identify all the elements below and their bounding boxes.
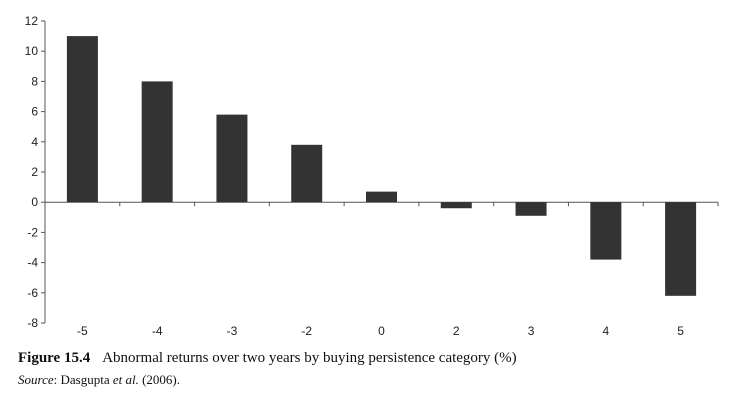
- x-tick-label: 4: [602, 324, 609, 338]
- y-tick-label: 10: [25, 44, 39, 58]
- bar: [665, 202, 697, 296]
- figure-caption-text: Abnormal returns over two years by buyin…: [102, 350, 517, 366]
- bar: [216, 114, 248, 203]
- source-year: (2006).: [138, 372, 181, 387]
- source-text: : Dasgupta: [53, 372, 113, 387]
- x-tick-label: 3: [528, 324, 535, 338]
- x-tick-label: -2: [301, 324, 312, 338]
- y-tick-label: -8: [27, 316, 38, 330]
- x-tick-label: -4: [152, 324, 163, 338]
- y-tick-label: 6: [31, 105, 38, 119]
- y-tick-label: 0: [31, 195, 38, 209]
- y-axis: 12 10 8 6 4 2 0 -2 -4 -6 -8: [25, 14, 46, 330]
- source-label: Source: [18, 372, 54, 387]
- figure-number: Figure 15.4: [18, 350, 91, 366]
- y-tick-label: 4: [31, 135, 38, 149]
- figure-source: Source: Dasgupta et al. (2006).: [18, 372, 180, 388]
- bars: [66, 36, 697, 296]
- y-tick-label: 12: [25, 14, 39, 28]
- x-tick-label: 2: [453, 324, 460, 338]
- bar: [515, 202, 547, 216]
- y-tick-label: 2: [31, 165, 38, 179]
- figure-caption: Figure 15.4 Abnormal returns over two yea…: [18, 350, 517, 367]
- x-tick-label: -3: [227, 324, 238, 338]
- bar-chart: 12 10 8 6 4 2 0 -2 -4 -6 -8 -5 -4 -3 -2 0 2 3 4 5: [25, 14, 719, 338]
- y-tick-label: -6: [27, 286, 38, 300]
- bar: [291, 144, 323, 203]
- bar: [590, 202, 622, 260]
- bar: [366, 191, 397, 203]
- y-tick-label: -4: [27, 256, 38, 270]
- y-tick-label: 8: [31, 74, 38, 88]
- bar: [440, 202, 472, 209]
- bar: [141, 81, 173, 203]
- x-tick-label: 0: [378, 324, 385, 338]
- source-authors-italic: et al.: [112, 372, 139, 387]
- y-tick-label: -2: [27, 225, 38, 239]
- bar: [66, 36, 98, 203]
- x-tick-label: -5: [77, 324, 88, 338]
- x-tick-label: 5: [677, 324, 684, 338]
